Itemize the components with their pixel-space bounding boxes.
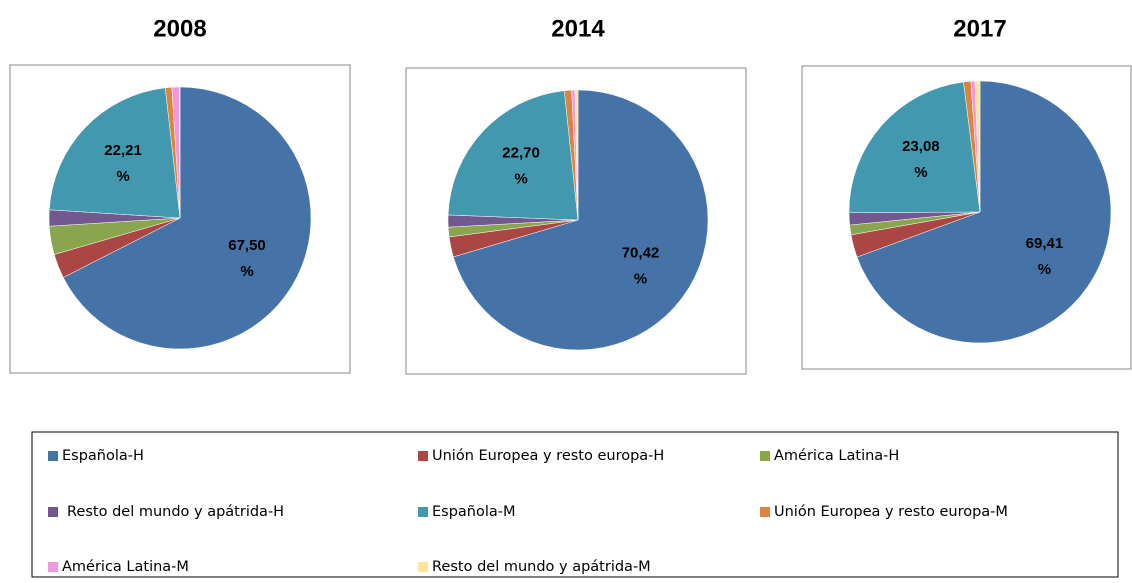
legend-label: América Latina-M — [62, 559, 189, 575]
legend-label: Unión Europea y resto europa-H — [432, 448, 664, 464]
pie-slice — [974, 80, 981, 213]
chart-frame — [9, 64, 351, 374]
value-label: 23,08% — [902, 138, 940, 181]
value-label: 69,41% — [1026, 235, 1064, 278]
legend-swatch — [418, 451, 428, 461]
legend-swatch — [48, 507, 58, 517]
value-label: 22,21% — [104, 142, 142, 185]
chart-title: 2008 — [153, 15, 206, 42]
value-label: 70,42% — [622, 245, 660, 288]
legend-swatch — [48, 562, 58, 572]
pie-slice — [848, 81, 981, 213]
pie-slice — [856, 80, 1112, 344]
legend-label: Resto del mundo y apátrida-H — [67, 504, 284, 520]
chart-frame — [801, 65, 1132, 370]
legend-swatch — [418, 562, 428, 572]
legend-label: Unión Europea y resto europa-M — [774, 504, 1008, 520]
chart-title: 2017 — [953, 15, 1006, 42]
legend-label: Española-H — [62, 448, 144, 464]
pie-slice — [453, 89, 709, 351]
legend-swatch — [418, 507, 428, 517]
legend-swatch — [48, 451, 58, 461]
pie-slice — [48, 87, 181, 219]
legend-frame — [31, 431, 1119, 578]
pie-slice — [62, 86, 312, 350]
pie-slice — [447, 90, 579, 221]
pie-slice — [574, 89, 579, 221]
chart-frame — [405, 67, 747, 375]
chart-title: 2014 — [551, 15, 605, 42]
legend-label: Española-M — [432, 504, 516, 520]
value-label: 67,50% — [228, 237, 266, 280]
legend-label: Resto del mundo y apátrida-M — [432, 559, 651, 575]
pie-slice — [179, 86, 181, 219]
legend-label: América Latina-H — [774, 448, 899, 464]
legend-swatch — [760, 507, 770, 517]
value-label: 22,70% — [502, 145, 540, 188]
legend-swatch — [760, 451, 770, 461]
